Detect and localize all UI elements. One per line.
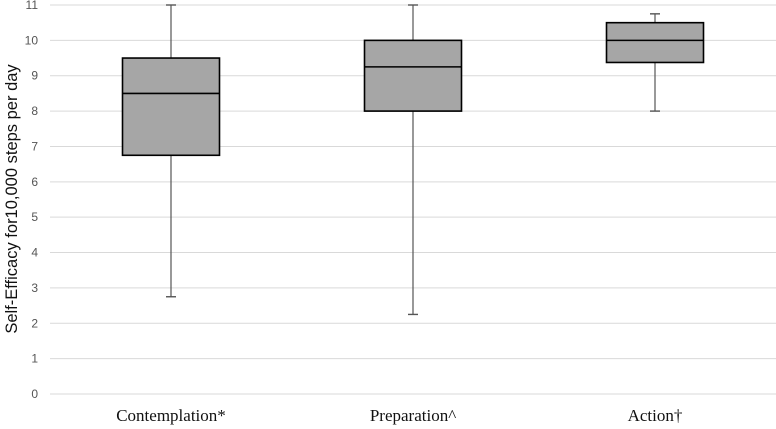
- box-3: [605, 13, 705, 112]
- box-2: [363, 4, 463, 316]
- y-axis-tick-labels: 0 1 2 3 4 5 6 7 8 9 10 11: [25, 0, 39, 401]
- y-tick-label: 9: [31, 69, 38, 83]
- iqr-box: [363, 39, 463, 112]
- iqr-box: [605, 21, 705, 64]
- y-tick-label: 4: [31, 246, 38, 260]
- y-tick-label: 11: [26, 0, 39, 12]
- y-tick-label: 6: [31, 175, 38, 189]
- box-1: [121, 4, 221, 298]
- x-axis-category-labels: Contemplation* Preparation^ Action†: [116, 406, 682, 425]
- category-label: Preparation^: [370, 406, 456, 425]
- category-label: Contemplation*: [116, 406, 226, 425]
- y-tick-label: 8: [31, 104, 38, 118]
- y-tick-label: 3: [31, 281, 38, 295]
- y-tick-label: 7: [31, 139, 38, 153]
- y-tick-label: 0: [31, 387, 38, 401]
- category-label: Action†: [628, 406, 683, 425]
- y-tick-label: 10: [25, 33, 39, 47]
- y-tick-label: 2: [31, 316, 38, 330]
- y-tick-label: 5: [31, 210, 38, 224]
- boxes: [121, 4, 705, 316]
- y-axis-title: Self-Efficacy for10,000 steps per day: [3, 64, 21, 334]
- y-tick-label: 1: [31, 352, 38, 366]
- iqr-box: [121, 57, 221, 157]
